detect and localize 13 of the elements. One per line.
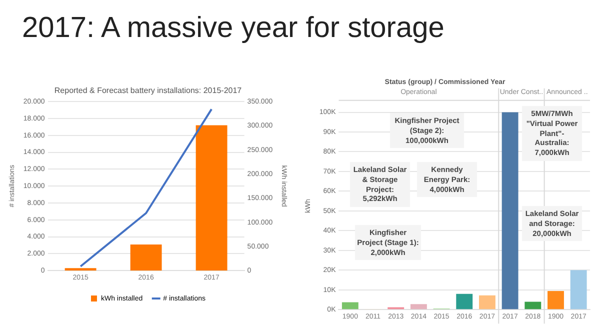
bar	[478, 295, 496, 310]
bar	[64, 268, 96, 271]
bar	[342, 302, 358, 310]
bar	[130, 244, 162, 271]
chart-title: Reported & Forecast battery installations: 2015-2017	[54, 86, 242, 96]
bar	[570, 270, 587, 310]
text: 2017: A massive year for storage	[22, 12, 444, 45]
bar	[524, 302, 542, 310]
bar	[410, 304, 427, 310]
bar	[548, 291, 564, 310]
bar	[456, 294, 473, 310]
bar	[196, 125, 228, 271]
bar	[502, 112, 518, 310]
